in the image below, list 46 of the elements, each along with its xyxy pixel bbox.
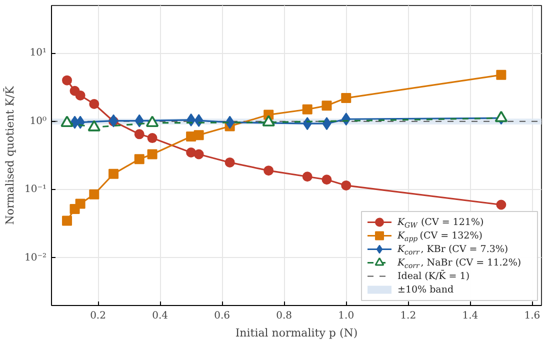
legend-label: Ideal (K/K̄ = 1) — [398, 269, 470, 282]
x-tick-label: 1.2 — [400, 310, 416, 322]
point — [302, 104, 312, 114]
point — [147, 149, 158, 160]
y-tick-label: 10⁻² — [24, 252, 47, 264]
point — [194, 149, 204, 160]
x-axis-title: Initial normality p (N) — [235, 326, 358, 340]
point — [224, 157, 235, 168]
point — [322, 117, 332, 130]
y-tick-label: 10¹ — [30, 48, 46, 59]
point — [88, 120, 101, 132]
point — [134, 154, 144, 164]
x-tick-label: 0.2 — [90, 310, 106, 322]
point — [62, 216, 72, 226]
point — [75, 198, 86, 209]
point — [322, 100, 332, 111]
point — [75, 90, 86, 100]
legend-label: ±10% band — [398, 284, 454, 296]
point — [496, 200, 506, 210]
y-axis-title: Normalised quotient K/K̄ — [2, 85, 16, 225]
point — [341, 180, 352, 190]
point — [134, 114, 144, 128]
x-tick-label: 0.8 — [276, 310, 292, 322]
point — [89, 189, 100, 200]
point — [496, 70, 506, 80]
x-tick-label: 1.4 — [462, 310, 478, 322]
x-tick-label: 0.6 — [214, 310, 230, 322]
x-tick-label: 1.0 — [338, 310, 354, 322]
point — [494, 110, 508, 122]
point — [194, 130, 204, 140]
point — [302, 172, 312, 182]
x-tick-label: 0.4 — [152, 310, 168, 322]
point — [194, 114, 204, 128]
point — [89, 98, 100, 109]
point — [62, 75, 72, 86]
point — [262, 115, 275, 126]
x-tick-label: 1.6 — [524, 310, 540, 322]
y-tick-label: 10⁻¹ — [24, 184, 47, 196]
point — [225, 116, 234, 129]
point — [264, 166, 274, 176]
point — [134, 129, 144, 140]
point — [322, 174, 332, 185]
point — [147, 133, 158, 144]
y-tick-label: 10⁰ — [30, 116, 46, 127]
point — [108, 168, 119, 179]
point — [341, 93, 352, 104]
